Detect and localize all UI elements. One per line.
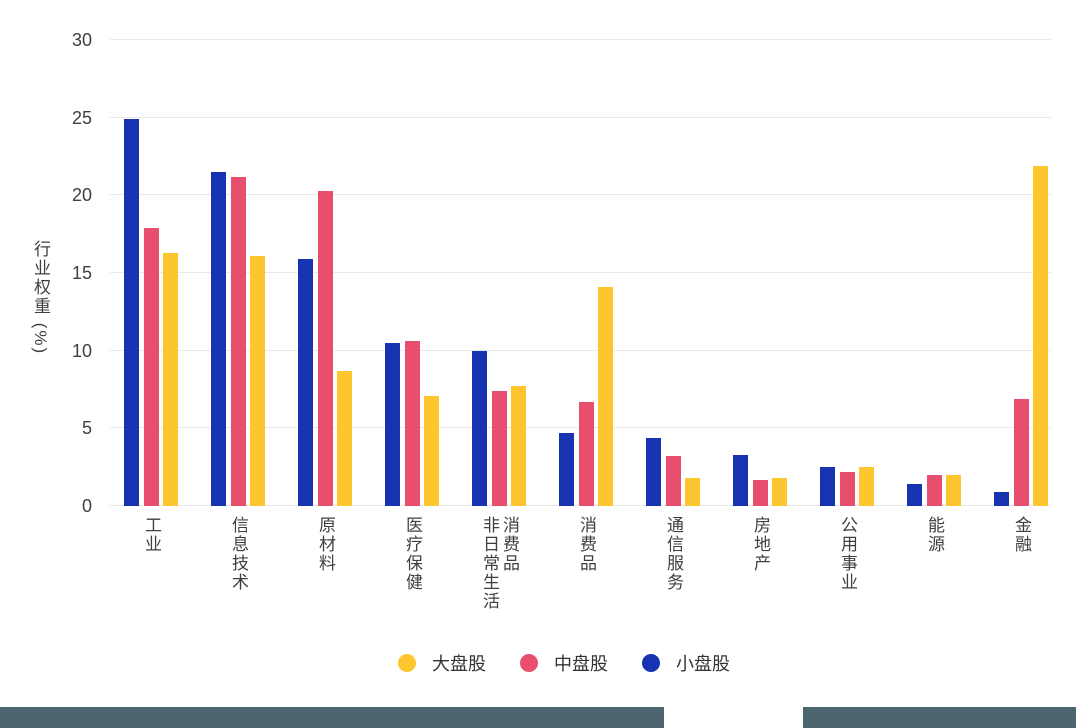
bar-group (385, 40, 439, 506)
bar-中盘股 (926, 474, 942, 506)
x-tick-label: 工业 (142, 516, 161, 554)
bar-大盘股 (772, 478, 787, 506)
gridline (110, 194, 1051, 196)
bar-大盘股 (163, 252, 178, 506)
bar-group (124, 40, 178, 506)
bar-小盘股 (298, 259, 313, 506)
legend-item: 中盘股 (520, 650, 608, 676)
x-tick-label: 消费品 (577, 516, 596, 573)
y-tick-label: 25 (71, 107, 92, 128)
bar-中盘股 (839, 471, 855, 506)
bar-大盘股 (859, 467, 874, 506)
bar-小盘股 (994, 492, 1009, 506)
bar-中盘股 (578, 401, 594, 506)
y-tick-label: 0 (81, 496, 92, 516)
bar-小盘股 (472, 350, 487, 506)
legend-item: 小盘股 (642, 650, 730, 676)
x-axis-labels: 工业 信息技术 原材料 医疗保健 非日常生活消费品 消费品 通信服务 房地产 公用事业 能源 金融 (110, 516, 1051, 646)
y-tick-label: 20 (71, 185, 92, 206)
bar-大盘股 (598, 286, 613, 506)
legend: 大盘股 中盘股 小盘股 (26, 650, 1076, 676)
x-tick-label: 房地产 (751, 516, 770, 573)
bar-大盘股 (511, 386, 526, 506)
bar-小盘股 (559, 433, 574, 506)
bar-中盘股 (230, 176, 246, 506)
gridline (110, 349, 1051, 351)
bar-group (646, 40, 700, 506)
legend-item: 大盘股 (398, 650, 486, 676)
legend-dot-icon (520, 654, 538, 672)
y-tick-label: 30 (71, 30, 92, 50)
y-tick-label: 10 (71, 340, 92, 361)
bar-group (211, 40, 265, 506)
legend-dot-icon (398, 654, 416, 672)
x-tick-label: 公用事业 (838, 516, 857, 592)
bar-中盘股 (752, 479, 768, 506)
legend-label: 小盘股 (676, 654, 730, 674)
bar-小盘股 (907, 484, 922, 506)
x-tick-label: 医疗保健 (403, 516, 422, 592)
legend-label: 大盘股 (432, 654, 486, 674)
bar-group (298, 40, 352, 506)
bar-group (907, 40, 961, 506)
gridline (110, 116, 1051, 118)
bar-小盘股 (646, 437, 661, 506)
bar-大盘股 (337, 370, 352, 506)
y-axis-title-text: 行业权重 (%) (31, 240, 50, 356)
bar-大盘股 (946, 474, 961, 506)
bar-小盘股 (733, 454, 748, 506)
bar-小盘股 (124, 119, 139, 506)
y-tick-label: 5 (81, 418, 92, 439)
bar-中盘股 (665, 456, 681, 506)
bar-group (994, 40, 1048, 506)
bar-大盘股 (685, 478, 700, 506)
y-axis-title: 行业权重 (%) (28, 40, 53, 506)
x-tick-label: 能源 (925, 516, 944, 554)
bar-小盘股 (820, 467, 835, 506)
plot-area (110, 39, 1051, 506)
gridline (110, 272, 1051, 273)
bar-中盘股 (143, 227, 159, 506)
x-tick-label: 金融 (1012, 516, 1031, 554)
bar-group (559, 40, 613, 506)
legend-dot-icon (642, 654, 660, 672)
y-tick-label: 15 (71, 263, 92, 283)
bar-大盘股 (1033, 165, 1048, 506)
bar-中盘股 (317, 190, 333, 506)
bar-小盘股 (385, 342, 400, 506)
bar-group (472, 40, 526, 506)
bar-大盘股 (250, 255, 265, 506)
bar-中盘股 (1013, 398, 1029, 506)
bar-中盘股 (404, 341, 420, 506)
bar-group (733, 40, 787, 506)
bar-大盘股 (424, 395, 439, 506)
gridline (110, 39, 1051, 40)
x-tick-label: 非日常生活消费品 (480, 516, 519, 611)
bar-group (820, 40, 874, 506)
bar-中盘股 (491, 391, 507, 506)
bar-小盘股 (211, 172, 226, 506)
legend-label: 中盘股 (554, 654, 608, 674)
x-tick-label: 通信服务 (664, 516, 683, 592)
x-tick-label: 原材料 (316, 516, 335, 573)
bottom-bar-right (803, 707, 1076, 728)
bottom-bar-left (0, 707, 664, 728)
x-tick-label: 信息技术 (229, 516, 248, 592)
